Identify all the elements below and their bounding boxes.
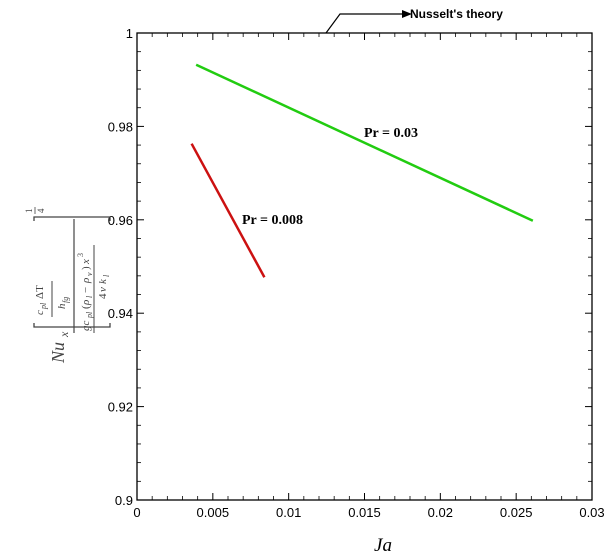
x-axis-label: Ja [374,535,392,556]
y-axis-label: Nu x c pl ΔT h fg gc pl ( ρ l − ρ v ) x … [24,207,111,364]
annotation-nusselt: Nusselt's theory [325,7,503,34]
svg-text:v: v [85,272,94,276]
svg-text:gc: gc [80,321,92,332]
x-axis-ticks: 0 0.005 0.01 0.015 0.02 0.025 0.03 [133,33,605,520]
svg-text:(: ( [80,305,92,309]
series-line-0 [195,63,534,222]
svg-text:ρ: ρ [80,300,92,306]
svg-text:4: 4 [97,293,109,299]
y-tick-label: 0.94 [108,306,133,321]
x-tick-label: 0.005 [197,505,230,520]
svg-text:k: k [97,278,109,284]
x-tick-label: 0.01 [276,505,301,520]
svg-text:ρ: ρ [80,278,92,284]
y-tick-label: 0.9 [115,493,133,508]
svg-text:Nu: Nu [48,342,68,364]
series-layer [190,63,534,278]
x-tick-label: 0.02 [428,505,453,520]
svg-text:): ) [80,266,92,270]
svg-text:−: − [80,287,92,293]
x-tick-label: 0 [133,505,140,520]
y-tick-label: 1 [126,26,133,41]
svg-text:4: 4 [36,208,46,213]
annotation-leader-line [325,13,408,34]
svg-text:pl: pl [85,311,94,319]
y-tick-label: 0.92 [108,400,133,415]
x-tick-label: 0.025 [500,505,533,520]
series-line-1 [190,143,266,278]
svg-text:l: l [85,295,94,298]
y-tick-label: 0.96 [108,213,133,228]
svg-text:h: h [56,303,68,309]
series-label-pr-0.03: Pr = 0.03 [364,126,418,141]
svg-text:x: x [80,259,92,265]
svg-text:l: l [102,274,111,277]
svg-text:fg: fg [61,297,70,303]
annotation-arrowhead [402,10,412,18]
x-tick-label: 0.03 [579,505,604,520]
svg-text:3: 3 [76,253,85,257]
x-tick-label: 0.015 [348,505,381,520]
annotation-text: Nusselt's theory [410,7,503,21]
svg-text:1: 1 [24,209,34,214]
plot-frame [136,32,593,501]
y-tick-label: 0.98 [108,119,133,134]
svg-text:ν: ν [97,287,109,292]
svg-text:pl: pl [39,302,48,310]
svg-text:ΔT: ΔT [34,285,46,299]
series-label-pr-0.008: Pr = 0.008 [242,213,303,228]
y-axis-ticks: 0.9 0.92 0.94 0.96 0.98 1 [108,26,592,508]
svg-text:x: x [57,331,71,338]
svg-text:c: c [34,310,46,315]
